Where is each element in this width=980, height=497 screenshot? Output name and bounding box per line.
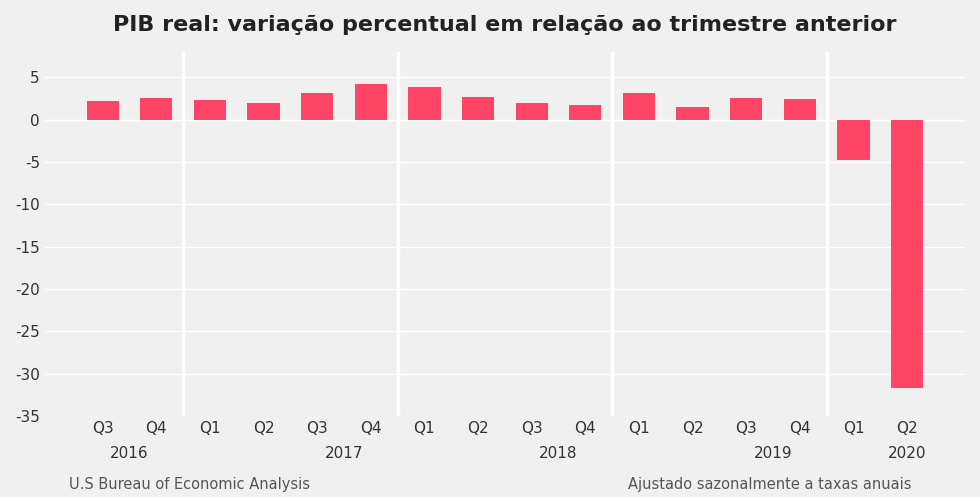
Bar (409, 87, 441, 120)
Bar (891, 120, 923, 388)
Text: 2016: 2016 (110, 446, 149, 461)
Bar (86, 101, 119, 120)
Bar (676, 107, 709, 120)
Bar (623, 93, 655, 120)
Bar (355, 84, 387, 120)
Bar (837, 120, 869, 160)
Bar (462, 97, 494, 120)
Bar (301, 93, 333, 120)
Text: 2020: 2020 (888, 446, 926, 461)
Text: Ajustado sazonalmente a taxas anuais: Ajustado sazonalmente a taxas anuais (628, 477, 911, 492)
Bar (140, 98, 172, 120)
Bar (194, 100, 226, 120)
Text: 2017: 2017 (324, 446, 364, 461)
Bar (569, 105, 602, 120)
Bar (248, 103, 279, 120)
Bar (730, 98, 762, 120)
Title: PIB real: variação percentual em relação ao trimestre anterior: PIB real: variação percentual em relação… (113, 15, 897, 35)
Text: 2018: 2018 (539, 446, 578, 461)
Text: U.S Bureau of Economic Analysis: U.S Bureau of Economic Analysis (69, 477, 310, 492)
Bar (784, 99, 816, 120)
Bar (515, 103, 548, 120)
Text: 2019: 2019 (754, 446, 792, 461)
